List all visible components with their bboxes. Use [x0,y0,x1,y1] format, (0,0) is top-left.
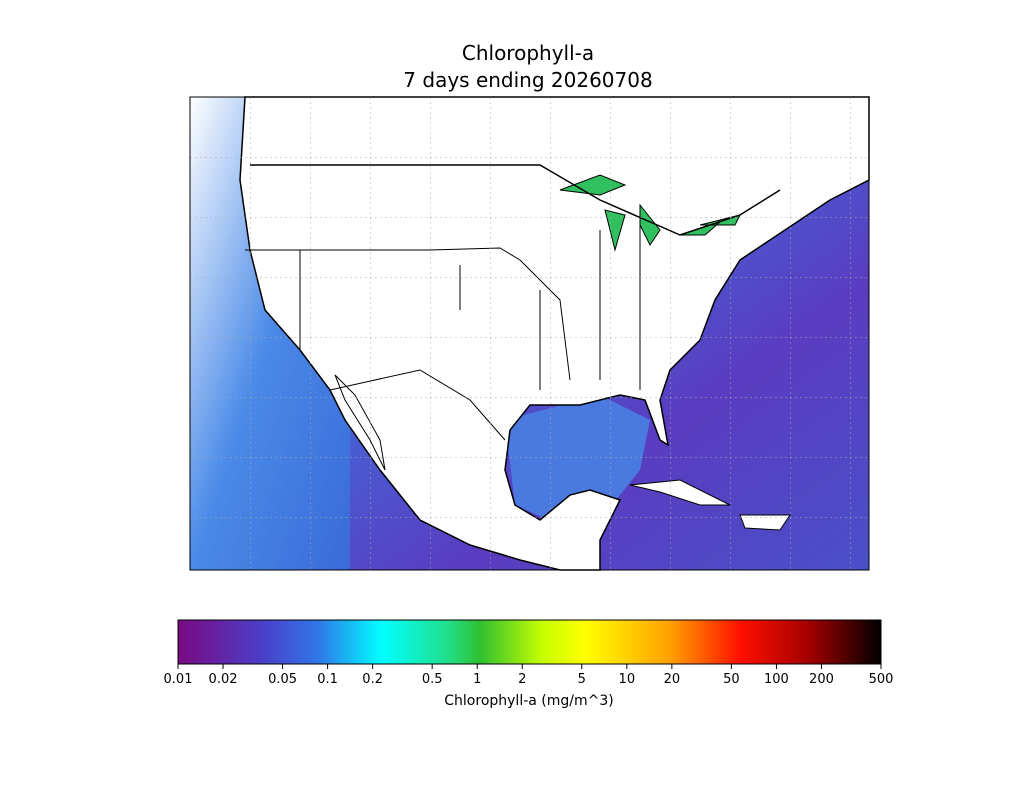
colorbar-label: Chlorophyll-a (mg/m^3) [444,693,613,709]
colorbar-tick-label: 200 [809,672,834,687]
colorbar-tick-label: 0.1 [317,672,338,687]
colorbar-tick-label: 0.02 [209,672,238,687]
colorbar-tick-label: 0.01 [164,672,193,687]
colorbar-tick-label: 0.5 [422,672,443,687]
colorbar-ramp [177,619,882,665]
colorbar-tick-label: 0.2 [362,672,383,687]
map-frame [189,96,870,571]
subtitle: 7 days ending 20260708 [403,68,652,92]
map [189,96,870,571]
graticule [190,97,869,570]
colorbar-tick-label: 1 [473,672,481,687]
colorbar-tick-label: 0.05 [268,672,297,687]
colorbar-tick-label: 2 [518,672,526,687]
colorbar-tick-label: 20 [664,672,681,687]
title: Chlorophyll-a [462,41,594,65]
colorbar-tick-label: 50 [723,672,740,687]
colorbar-tick-label: 500 [869,672,894,687]
colorbar-tick-label: 5 [578,672,586,687]
colorbar: 0.01 0.02 0.05 0.1 0.2 0.5 1 2 5 10 20 50 100 200 500 [164,619,894,687]
colorbar-tick-label: 100 [764,672,789,687]
colorbar-tick-label: 10 [619,672,636,687]
